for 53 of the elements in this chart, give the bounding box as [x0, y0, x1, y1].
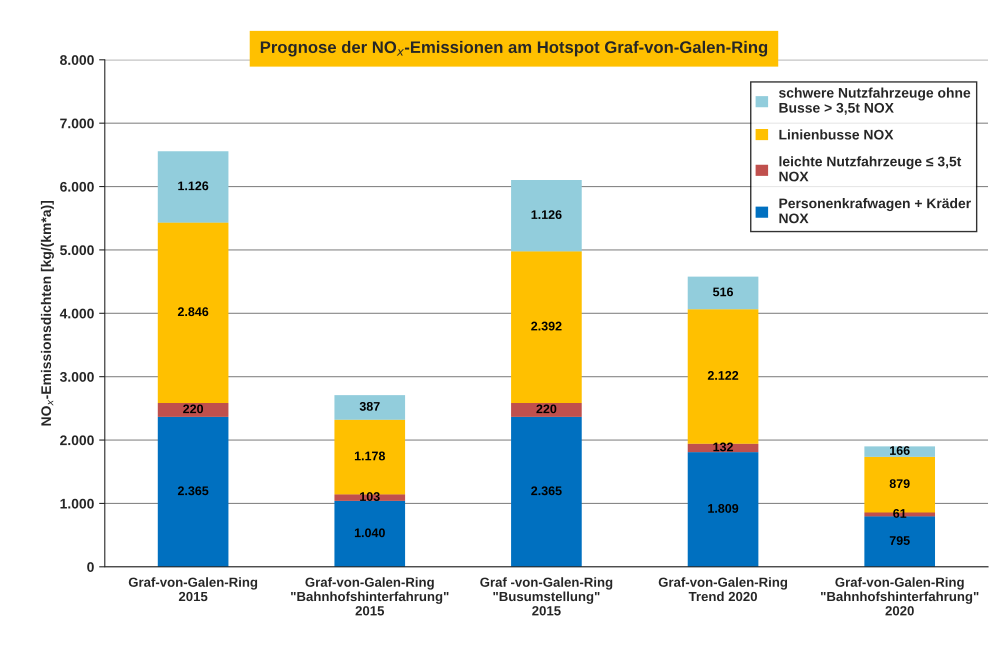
- bar: [158, 222, 228, 403]
- bar: [688, 309, 758, 444]
- bar: [158, 416, 228, 567]
- data-label: 879: [890, 479, 910, 488]
- data-label: 220: [183, 404, 204, 414]
- bar: [334, 395, 406, 420]
- legend-label: leichte Nutzfahrzeuge ≤ 3,5t NOX: [779, 156, 962, 182]
- bar: [511, 402, 582, 417]
- data-label: 2.392: [531, 322, 562, 331]
- data-label: 1.126: [532, 210, 562, 220]
- y-tick-label: 1.000: [60, 498, 94, 509]
- bar: [688, 452, 758, 567]
- data-label: 2.365: [531, 486, 562, 496]
- y-tick-label: 8.000: [60, 55, 94, 65]
- data-label: 132: [713, 442, 733, 452]
- data-label: 1.126: [178, 181, 208, 190]
- x-tick-label: Graf-von-Galen-Ring "Bahnhofshinterfahrung" 2020: [821, 577, 978, 616]
- legend-label: schwere Nutzfahrzeuge ohne Busse > 3,5t NOX: [779, 88, 970, 115]
- bar: [511, 416, 582, 567]
- y-tick-label: 7.000: [60, 118, 94, 128]
- data-label: 2.365: [178, 486, 208, 496]
- y-tick-label: 2.000: [60, 435, 94, 446]
- x-tick-label: Graf-von-Galen-Ring 2015: [128, 577, 258, 602]
- data-label: 1.178: [354, 452, 386, 460]
- bar: [334, 500, 406, 567]
- chart-title: Prognose der NO$_{x}$-Emissionen am Hotspot Graf-von-Galen-Ring: [260, 40, 768, 56]
- y-tick-label: 5.000: [60, 245, 94, 256]
- legend-label: Linienbusse NOX: [779, 129, 894, 140]
- bar: [158, 402, 228, 417]
- bar: [511, 251, 582, 403]
- x-tick-label: Graf-von-Galen-Ring Trend 2020: [658, 577, 788, 602]
- x-tick-label: Graf -von-Galen-Ring "Busumstellung" 2015: [480, 577, 612, 616]
- data-label: 103: [360, 492, 380, 501]
- bar: [864, 516, 936, 567]
- bar: [688, 276, 758, 310]
- y-tick-label: 4.000: [60, 308, 94, 318]
- data-label: 1.809: [708, 504, 738, 513]
- x-tick-label: Graf-von-Galen-Ring "Bahnhofshinterfahrung" 2015: [291, 577, 448, 616]
- y-axis-title: NO$_{x}$-Emissionsdichten [kg/(km*a)]: [40, 200, 54, 426]
- data-label: 2.846: [178, 307, 208, 316]
- data-label: 2.122: [708, 371, 738, 380]
- y-tick-label: 6.000: [60, 182, 94, 192]
- data-label: 220: [536, 404, 556, 414]
- bar: [158, 151, 228, 223]
- data-label: 166: [890, 446, 910, 455]
- bar: [511, 180, 582, 252]
- legend-label: Personenkrafwagen + Kräder NOX: [779, 198, 971, 224]
- y-tick-label: 0: [87, 562, 94, 572]
- data-label: 795: [890, 536, 910, 545]
- data-label: 516: [713, 287, 734, 296]
- data-label: 1.040: [354, 528, 385, 538]
- y-tick-label: 3.000: [60, 372, 94, 382]
- data-label: 387: [360, 402, 380, 411]
